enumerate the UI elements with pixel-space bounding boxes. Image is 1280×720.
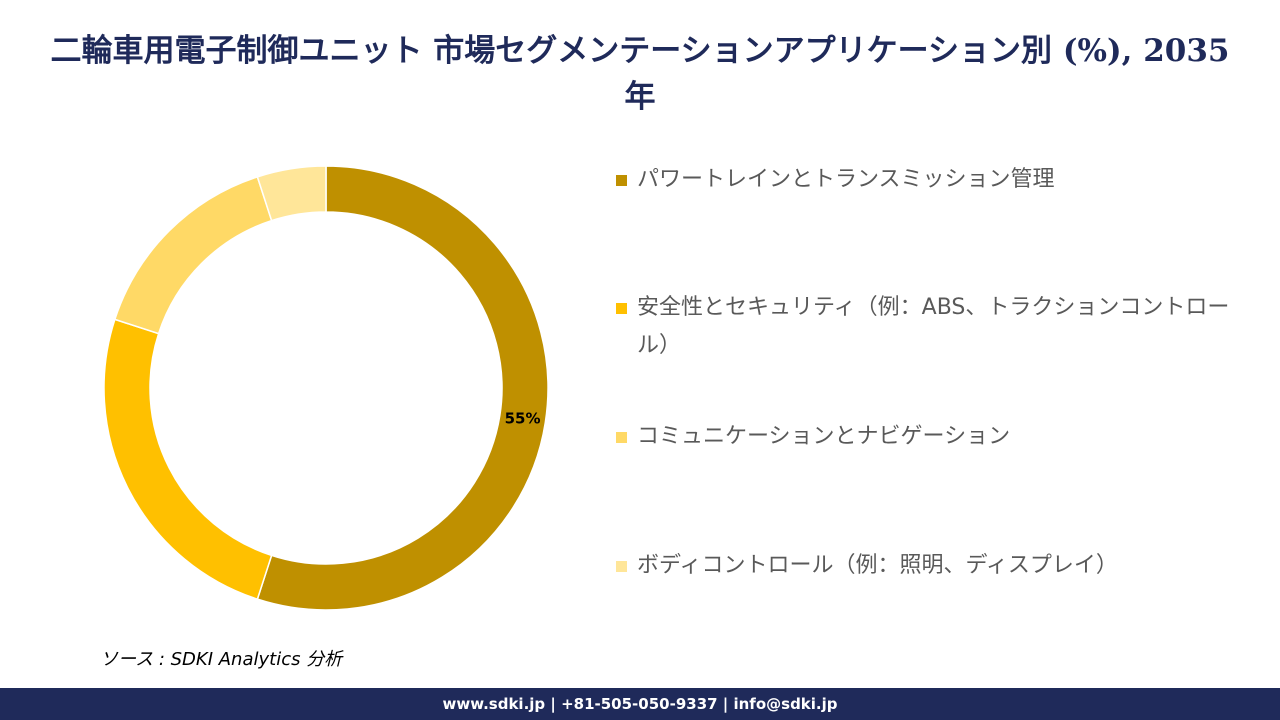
legend-swatch	[616, 303, 627, 314]
legend-swatch	[616, 432, 627, 443]
chart: 55%	[103, 165, 549, 611]
legend-item: コミュニケーションとナビゲーション	[616, 418, 1236, 456]
footer: www.sdki.jp | +81-505-050-9337 | info@sd…	[0, 688, 1280, 720]
chart-title: 二輪車用電子制御ユニット 市場セグメンテーションアプリケーション別 (%), 2…	[50, 33, 1230, 115]
legend-item: パワートレインとトランスミッション管理	[616, 161, 1236, 199]
legend-label: コミュニケーションとナビゲーション	[637, 424, 1011, 449]
legend-label: パワートレインとトランスミッション管理	[637, 167, 1055, 192]
legend-label: ボディコントロール（例：照明、ディスプレイ）	[637, 553, 1118, 578]
legend-swatch	[616, 175, 627, 186]
donut-segment	[256, 165, 327, 222]
legend-item: 安全性とセキュリティ（例：ABS、トラクションコントロール）	[616, 289, 1236, 365]
donut-segment	[103, 318, 273, 601]
legend-swatch	[616, 561, 627, 572]
legend-item: ボディコントロール（例：照明、ディスプレイ）	[616, 547, 1236, 585]
legend-label: 安全性とセキュリティ（例：ABS、トラクションコントロール）	[637, 295, 1230, 358]
data-label: 55%	[505, 410, 541, 428]
donut-segment	[113, 175, 273, 335]
source: ソース : SDKI Analytics 分析	[100, 649, 343, 670]
donut-segment	[256, 165, 549, 611]
